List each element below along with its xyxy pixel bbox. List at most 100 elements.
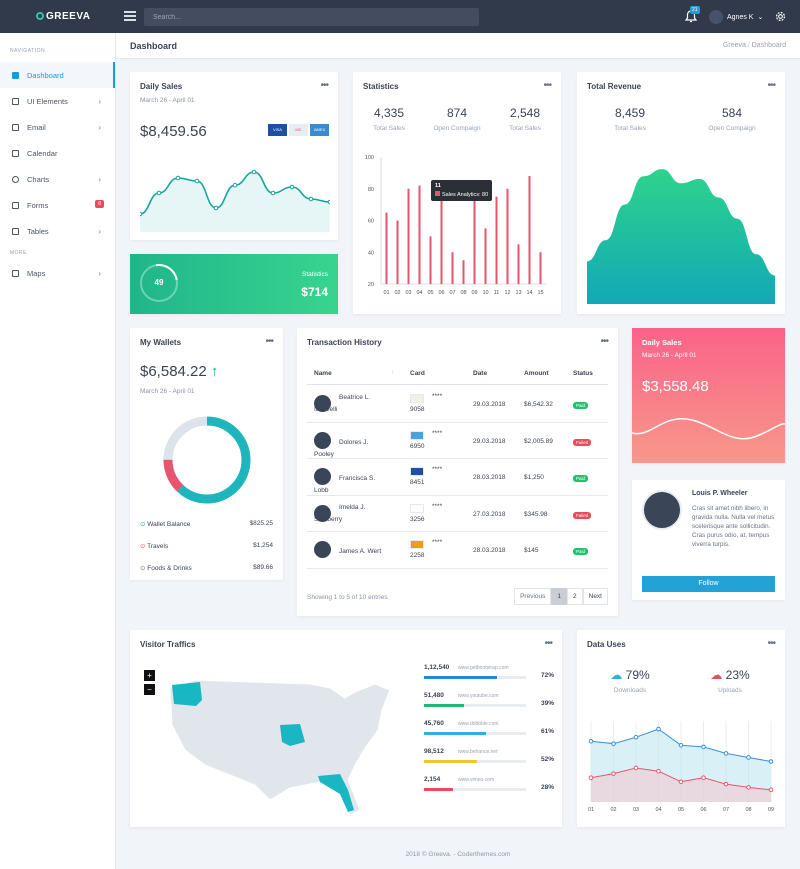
- x-tick-label: 11: [494, 290, 500, 296]
- x-tick-label: 06: [700, 807, 706, 813]
- bar: [484, 228, 487, 284]
- sidebar-item-charts[interactable]: Charts ›: [0, 166, 115, 192]
- table-row[interactable]: Beatrice L. Iacovelli **** 9058 29.03.2018 $…: [307, 386, 608, 423]
- usa-map: [169, 679, 391, 816]
- source-progress-track: [424, 760, 526, 763]
- card-number: 6950: [410, 442, 425, 450]
- date-range: March 26 - April 01: [140, 97, 195, 104]
- customer-name: Francisca S. Lobb: [314, 475, 376, 494]
- data-point: [656, 726, 661, 732]
- pager-previous[interactable]: Previous: [514, 588, 552, 605]
- table-row[interactable]: Dolores J. Pooley **** 6950 29.03.2018 $2,00…: [307, 423, 608, 459]
- source-percent: 28%: [540, 784, 554, 791]
- search-input[interactable]: [144, 8, 479, 26]
- source-progress-track: [424, 704, 526, 707]
- more-icon[interactable]: •••: [320, 80, 328, 91]
- gear-icon[interactable]: [775, 11, 786, 22]
- wallet-row: ⊙ Foods & Drinks $89.66: [140, 564, 273, 572]
- zoom-in-button[interactable]: +: [144, 670, 155, 681]
- source-url: www.vimeo.com: [458, 777, 495, 783]
- status-badge: Paid: [573, 475, 589, 482]
- source-progress-track: [424, 788, 526, 791]
- col-status[interactable]: Status: [573, 370, 593, 377]
- more-icon[interactable]: •••: [543, 80, 551, 91]
- x-tick-label: 05: [427, 290, 433, 296]
- florida-highlight: [318, 774, 354, 812]
- x-tick-label: 01: [588, 807, 594, 813]
- more-icon[interactable]: •••: [767, 638, 775, 649]
- txn-date: 29.03.2018: [473, 437, 506, 445]
- sidebar-item-dashboard[interactable]: Dashboard: [0, 62, 115, 88]
- avatar: [314, 541, 331, 558]
- dashboard-icon: [12, 71, 19, 79]
- data-point: [701, 744, 706, 750]
- col-card[interactable]: Card: [410, 370, 425, 377]
- tooltip-title: 11: [435, 183, 441, 189]
- sidebar-item-ui-elements[interactable]: UI Elements ›: [0, 88, 115, 114]
- pager-page-2[interactable]: 2: [567, 588, 583, 605]
- sidebar-item-forms[interactable]: Forms 8: [0, 192, 115, 218]
- pager-page-1[interactable]: 1: [551, 588, 567, 605]
- daily-sales-pink-card: Daily Sales March 26 - April 01 $3,558.4…: [632, 328, 785, 463]
- more-icon[interactable]: •••: [544, 638, 552, 649]
- card-brand-icon: [410, 394, 424, 403]
- wallet-row: ⊙ Travels $1,254: [140, 542, 273, 550]
- statistics-ring: [140, 264, 178, 302]
- x-tick-label: 03: [633, 807, 639, 813]
- data-point: [289, 184, 295, 190]
- daily-sales-card: Daily Sales ••• March 26 - April 01 $8,4…: [130, 72, 338, 240]
- traffic-source: 45,760 www.dribbble.com 61%: [424, 720, 554, 748]
- brand-logo[interactable]: GREEVA: [36, 11, 91, 22]
- follow-button[interactable]: Follow: [642, 576, 775, 592]
- transaction-history-card: Transaction History ••• Name ↑ Card Date…: [297, 328, 618, 616]
- y-tick-label: 60: [368, 219, 374, 225]
- table-icon: [12, 227, 19, 235]
- chart-tooltip: 11 Sales Analytics: 80: [431, 180, 493, 201]
- table-row[interactable]: Imelda J. Stanberry **** 3256 27.03.2018 $34…: [307, 496, 608, 532]
- more-icon[interactable]: •••: [265, 336, 273, 347]
- card-number: 8451: [410, 479, 425, 486]
- col-amount[interactable]: Amount: [524, 370, 549, 377]
- data-point: [327, 199, 330, 205]
- data-point: [656, 768, 661, 774]
- source-progress-fill: [424, 732, 487, 735]
- source-count: 98,512: [424, 748, 444, 755]
- breadcrumb-link[interactable]: Greeva: [722, 42, 746, 49]
- nav-heading: NAVIGATION: [10, 48, 46, 54]
- forms-badge: 8: [95, 200, 104, 208]
- bar: [517, 244, 520, 284]
- source-percent: 61%: [540, 728, 554, 735]
- col-date[interactable]: Date: [473, 370, 488, 377]
- data-point: [678, 743, 684, 748]
- sidebar-item-maps[interactable]: Maps ›: [0, 260, 115, 286]
- sort-icon[interactable]: ↑: [391, 370, 394, 376]
- more-icon[interactable]: •••: [600, 336, 608, 347]
- data-point: [678, 779, 684, 785]
- card-title: Transaction History: [307, 338, 382, 347]
- pager-next[interactable]: Next: [582, 588, 608, 605]
- sidebar-item-tables[interactable]: Tables ›: [0, 218, 115, 244]
- data-point: [251, 169, 257, 175]
- card-brand-icon: [410, 540, 424, 549]
- source-percent: 72%: [540, 672, 554, 679]
- traffic-source: 1,12,540 www.getbootstrap.com 72%: [424, 664, 554, 692]
- wallet-legend: ⊙ Wallet Balance $825.25 ⊙ Travels $1,254 …: [140, 520, 273, 572]
- zoom-out-button[interactable]: −: [144, 684, 155, 695]
- table-row[interactable]: James A. Wert **** 2258 28.03.2018 $145 Paid: [307, 532, 608, 569]
- table-row[interactable]: Francisca S. Lobb **** 8451 28.03.2018 $1,25…: [307, 459, 608, 496]
- x-tick-label: 07: [449, 290, 455, 296]
- user-menu[interactable]: Agnes K ⌄: [709, 10, 763, 24]
- more-icon[interactable]: •••: [767, 80, 775, 91]
- data-point: [175, 175, 181, 181]
- x-tick-label: 08: [745, 807, 751, 813]
- sidebar-item-email[interactable]: Email ›: [0, 114, 115, 140]
- hamburger-menu-icon[interactable]: [124, 11, 136, 21]
- card-brand-icon: [410, 430, 424, 440]
- series-area: [591, 767, 771, 802]
- status-badge: Failed: [573, 438, 592, 446]
- col-name[interactable]: Name: [314, 370, 332, 377]
- card-mask: ****: [432, 393, 443, 400]
- statistics-green-card: 49 Statistics $714: [130, 254, 338, 314]
- sidebar-item-calendar[interactable]: Calendar: [0, 140, 115, 166]
- customer-name: Dolores J. Pooley: [314, 438, 369, 458]
